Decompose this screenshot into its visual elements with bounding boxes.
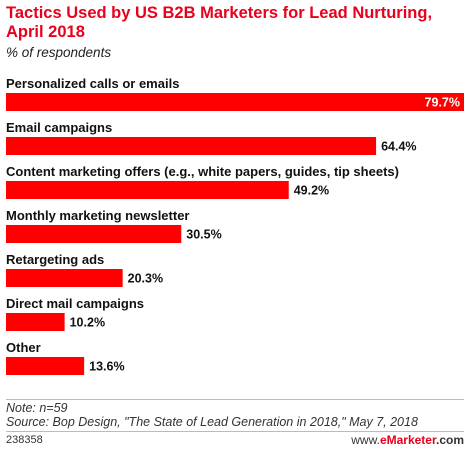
chart-source: Source: Bop Design, "The State of Lead G… — [6, 415, 418, 429]
category-label: Direct mail campaigns — [6, 296, 144, 311]
bar — [6, 357, 85, 375]
bar-chart: Personalized calls or emails 79.7% Email c… — [6, 76, 464, 375]
chart-subtitle: % of respondents — [6, 45, 112, 60]
value-label: 49.2% — [294, 184, 329, 198]
value-label: 20.3% — [128, 272, 163, 286]
footer-divider — [6, 399, 464, 400]
category-label: Content marketing offers (e.g., white pa… — [6, 164, 399, 179]
bar — [6, 225, 182, 243]
bar-row: Direct mail campaigns 10.2% — [6, 296, 144, 331]
category-label: Personalized calls or emails — [6, 76, 179, 91]
chart-note: Note: n=59 — [6, 401, 68, 415]
bar-row: Content marketing offers (e.g., white pa… — [6, 164, 399, 199]
chart-id: 238358 — [6, 434, 43, 446]
footer-divider-bottom — [6, 431, 464, 432]
bar — [6, 313, 65, 331]
bar-row: Personalized calls or emails 79.7% — [6, 76, 464, 111]
category-label: Other — [6, 340, 41, 355]
bar-row: Other 13.6% — [6, 340, 125, 375]
category-label: Retargeting ads — [6, 252, 104, 267]
value-label: 64.4% — [381, 140, 416, 154]
site-brand: eMarketer — [379, 433, 436, 447]
value-label: 79.7% — [425, 96, 460, 110]
site-prefix: www. — [351, 433, 380, 447]
chart-title: Tactics Used by US B2B Marketers for Lea… — [6, 4, 433, 41]
value-label: 10.2% — [70, 316, 105, 330]
value-label: 30.5% — [186, 228, 221, 242]
site-suffix: .com — [435, 433, 464, 447]
bar — [6, 93, 464, 111]
bar-row: Monthly marketing newsletter 30.5% — [6, 208, 222, 243]
bar — [6, 137, 377, 155]
category-label: Email campaigns — [6, 120, 112, 135]
bar-row: Email campaigns 64.4% — [6, 120, 417, 155]
bar-row: Retargeting ads 20.3% — [6, 252, 163, 287]
bar — [6, 269, 123, 287]
category-label: Monthly marketing newsletter — [6, 208, 189, 223]
value-label: 13.6% — [89, 360, 124, 374]
site-credit[interactable]: www.eMarketer.com — [351, 433, 464, 447]
bar — [6, 181, 289, 199]
